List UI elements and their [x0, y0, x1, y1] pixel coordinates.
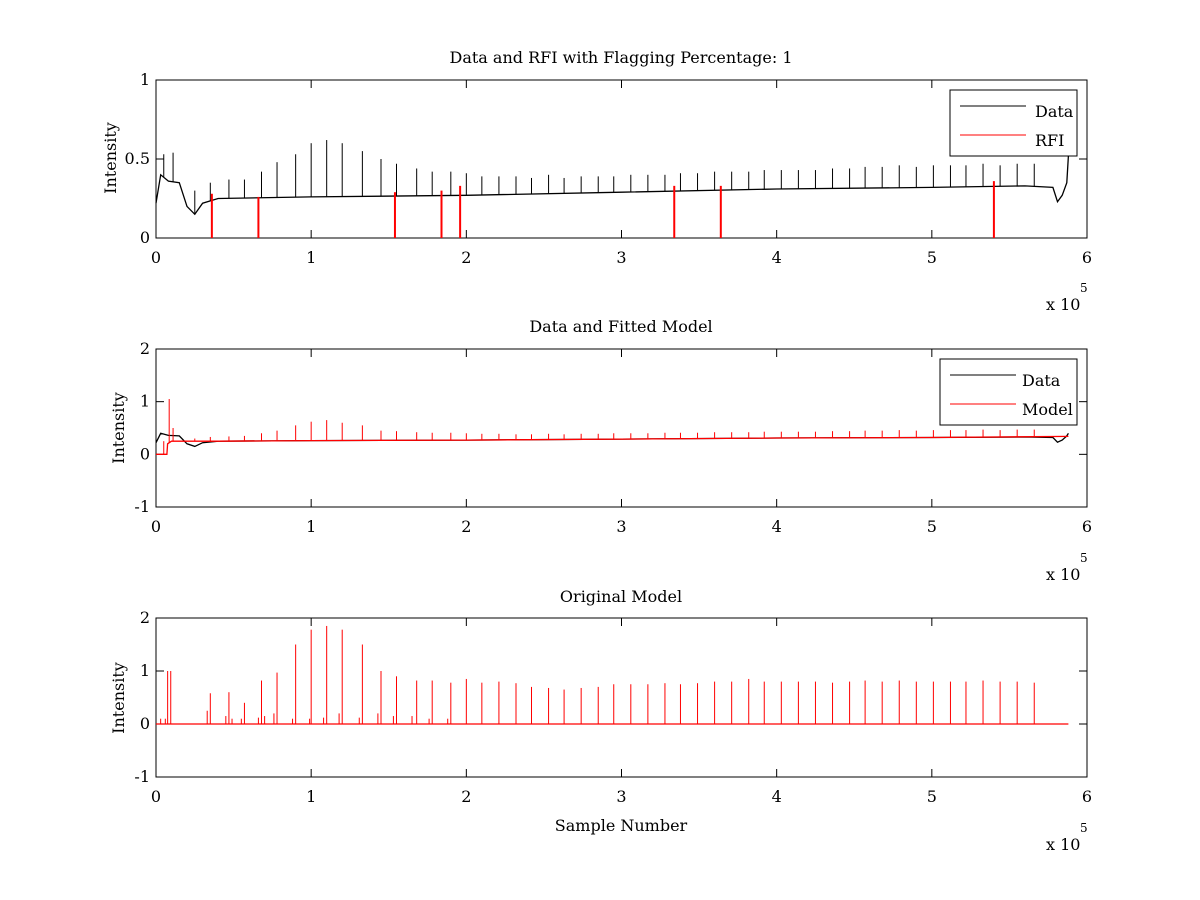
legend-label-model: Model: [1022, 400, 1073, 419]
legend-box: [939, 358, 1078, 426]
x-tick-label: 5: [927, 787, 937, 806]
x-tick-label: 6: [1082, 787, 1092, 806]
x-tick-label: 3: [616, 248, 626, 267]
y-tick-label: -1: [134, 767, 150, 786]
x-exponent: x 10 5: [1046, 551, 1088, 584]
legend-label-rfi: RFI: [1035, 131, 1064, 150]
x-tick-label: 5: [927, 248, 937, 267]
x-exponent-base: x 10: [1046, 565, 1080, 584]
x-tick-label: 3: [616, 787, 626, 806]
panel-data-and-fitted-model: Data and Fitted Model Intensity x 10 5 0…: [109, 317, 1092, 584]
x-tick-label: 4: [772, 787, 782, 806]
plot-title: Original Model: [560, 587, 682, 606]
x-tick-label: 1: [306, 517, 316, 536]
x-exponent-power: 5: [1080, 281, 1088, 295]
legend-label-data: Data: [1022, 371, 1061, 390]
plot-area: 0 1 2 3 4 5 6 0 0.5 1: [125, 70, 1093, 267]
x-tick-label: 0: [151, 248, 161, 267]
x-tick-label: 1: [306, 787, 316, 806]
x-tick-label: 6: [1082, 248, 1092, 267]
series-data: [155, 140, 1070, 216]
legend-label-data: Data: [1035, 102, 1074, 121]
x-tick-label: 0: [151, 517, 161, 536]
y-tick-label: 0: [140, 444, 150, 463]
y-tick-label: 0: [140, 228, 150, 247]
x-tick-label: 2: [461, 248, 471, 267]
legend: Data Model: [939, 358, 1078, 426]
x-tick-label: 2: [461, 787, 471, 806]
x-exponent: x 10 5: [1046, 821, 1088, 854]
y-tick-label: 0.5: [125, 149, 150, 168]
x-tick-label: 4: [772, 517, 782, 536]
x-tick-label: 3: [616, 517, 626, 536]
series-model: [156, 399, 1069, 455]
legend-box: [949, 89, 1078, 157]
panel-original-model: Original Model Intensity Sample Number x…: [109, 587, 1092, 854]
x-axis-label: Sample Number: [555, 816, 688, 835]
plot-title: Data and Fitted Model: [529, 317, 712, 336]
panel-data-and-rfi: Data and RFI with Flagging Percentage: 1…: [101, 48, 1092, 314]
plot-title: Data and RFI with Flagging Percentage: 1: [449, 48, 792, 67]
y-tick-label: -1: [134, 497, 150, 516]
series-original-model: [156, 625, 1069, 725]
x-exponent-base: x 10: [1046, 835, 1080, 854]
x-tick-label: 4: [772, 248, 782, 267]
y-tick-label: 2: [140, 608, 150, 627]
x-tick-label: 2: [461, 517, 471, 536]
x-exponent: x 10 5: [1046, 281, 1088, 314]
y-tick-label: 1: [140, 661, 150, 680]
legend: Data RFI: [949, 89, 1078, 157]
x-exponent-power: 5: [1080, 821, 1088, 835]
y-axis-label: Intensity: [109, 392, 128, 464]
x-exponent-base: x 10: [1046, 295, 1080, 314]
x-exponent-power: 5: [1080, 551, 1088, 565]
x-tick-label: 5: [927, 517, 937, 536]
y-tick-label: 1: [140, 70, 150, 89]
y-tick-label: 1: [140, 392, 150, 411]
x-tick-label: 0: [151, 787, 161, 806]
y-axis-label: Intensity: [109, 662, 128, 734]
series-rfi: [210, 181, 995, 238]
y-tick-label: 2: [140, 339, 150, 358]
x-tick-label: 1: [306, 248, 316, 267]
y-tick-label: 0: [140, 714, 150, 733]
x-tick-label: 6: [1082, 517, 1092, 536]
y-axis-label: Intensity: [101, 122, 120, 194]
